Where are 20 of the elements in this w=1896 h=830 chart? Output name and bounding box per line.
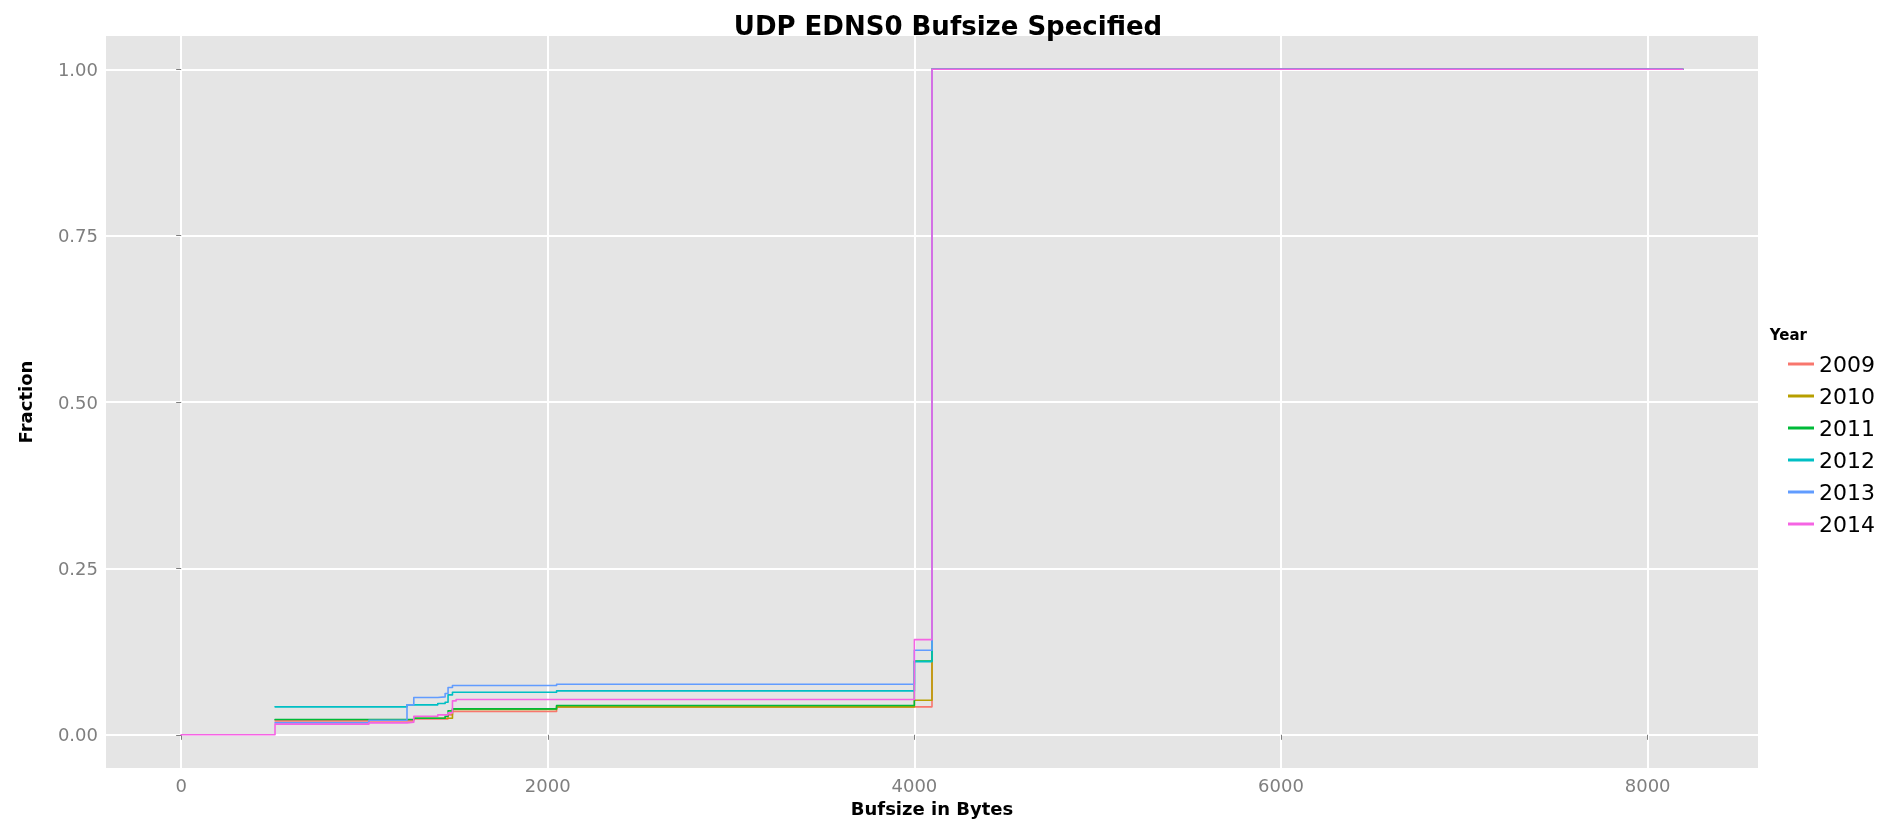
legend-label: 2013	[1819, 479, 1876, 505]
x-tick-label: 0	[175, 774, 187, 796]
y-axis-title: Fraction	[14, 360, 36, 444]
legend-label: 2009	[1819, 351, 1876, 377]
y-tick-label: 0.50	[57, 391, 98, 413]
legend-label: 2010	[1819, 383, 1876, 409]
legend-label: 2011	[1819, 415, 1876, 441]
y-tick-label: 0.25	[57, 557, 98, 579]
y-tick-label: 0.75	[57, 225, 98, 247]
legend-label: 2012	[1819, 447, 1876, 473]
legend-label: 2014	[1819, 511, 1876, 537]
x-axis-title: Bufsize in Bytes	[850, 797, 1014, 819]
chart-title: UDP EDNS0 Bufsize Specified	[733, 11, 1163, 41]
x-tick-label: 2000	[524, 774, 571, 796]
y-tick-label: 0.00	[57, 724, 98, 746]
y-tick-label: 1.00	[57, 58, 98, 80]
x-tick-label: 6000	[1258, 774, 1304, 796]
x-tick-label: 4000	[891, 774, 938, 796]
legend-title: Year	[1768, 325, 1808, 344]
x-tick-label: 8000	[1624, 774, 1671, 796]
